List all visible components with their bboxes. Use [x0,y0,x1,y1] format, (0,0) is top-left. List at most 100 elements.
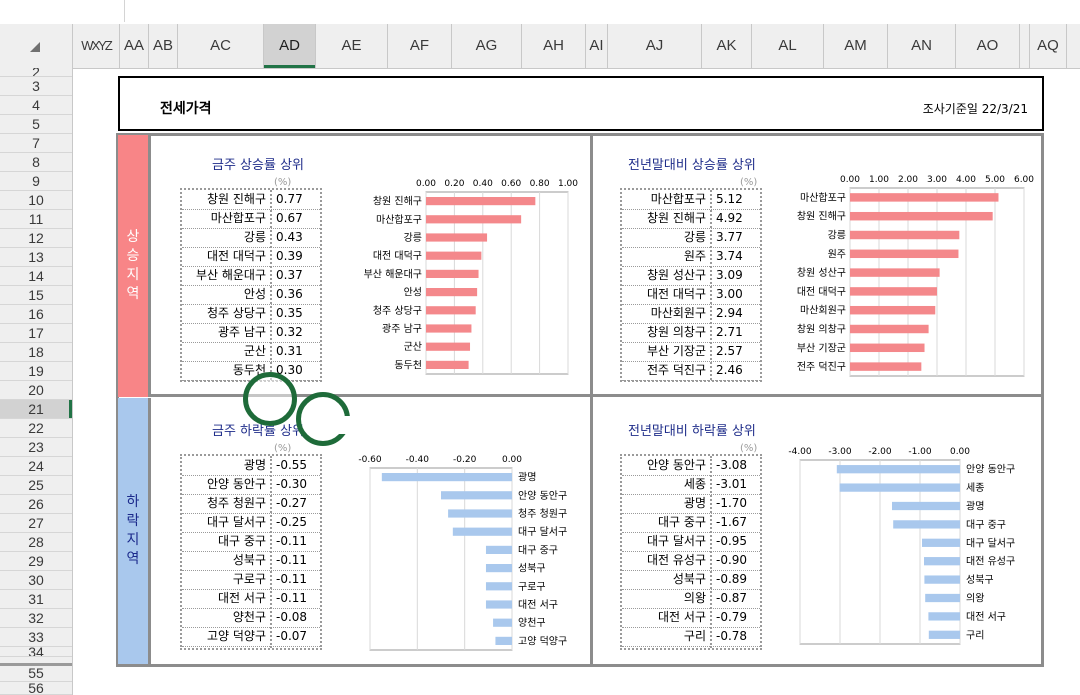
unit-label: (%) [274,177,292,188]
region-name: 구로구 [232,572,266,586]
row-header-14[interactable]: 14 [0,267,72,286]
row-header-11[interactable]: 11 [0,210,72,229]
row-header-5[interactable]: 5 [0,115,72,134]
change-rate: -0.55 [276,458,308,472]
table-row: 청주 상당구 0.35 [182,304,320,324]
category-label: 대전 유성구 [966,556,1015,568]
region-name: 고양 덕양구 [206,629,266,643]
row-header-25[interactable]: 25 [0,476,72,495]
unit-label: (%) [740,443,758,454]
weekly-up-chart-svg: 0.00 0.20 0.40 0.60 0.80 1.00 창원 진해구마산합포구강릉대전 … [364,179,578,375]
category-label: 대구 중구 [518,544,558,556]
row-header-20[interactable]: 20 [0,381,72,400]
row-header-26[interactable]: 26 [0,495,72,514]
column-header-ad[interactable]: AD [264,24,316,68]
change-rate: -0.30 [276,477,308,491]
row-header-56[interactable]: 56 [0,682,72,695]
row-header-9[interactable]: 9 [0,172,72,191]
bar [426,197,536,206]
column-header-ae[interactable]: AE [316,24,388,68]
row-header-8[interactable]: 8 [0,153,72,172]
select-all-button[interactable] [0,24,73,68]
bar [426,251,482,260]
column-header-wxyz[interactable]: WXYZ [73,24,120,68]
row-header-13[interactable]: 13 [0,248,72,267]
column-header-aj[interactable]: AJ [608,24,702,68]
change-rate: 0.35 [276,306,303,320]
table-row: 창원 성산구 3.09 [622,266,760,286]
column-header-ag[interactable]: AG [452,24,522,68]
row-header-3[interactable]: 3 [0,77,72,96]
column-header-al[interactable]: AL [752,24,824,68]
change-rate: 0.31 [276,344,303,358]
row-header-23[interactable]: 23 [0,438,72,457]
row-header-2[interactable]: 2 [0,68,72,77]
row-header-31[interactable]: 31 [0,590,72,609]
row-header-18[interactable]: 18 [0,343,72,362]
region-name: 구리 [683,629,706,643]
change-rate: 2.46 [716,363,743,377]
row-header-55[interactable]: 55 [0,665,72,682]
column-header-bar: WXYZ AA AB AC AD AE AF AG AH AI AJ AK AL AM AN AO AQ [0,24,1080,69]
weekly-up-title: 금주 상승률 상위 [212,158,304,173]
category-label: 대구 중구 [966,519,1006,531]
tick-label: -0.60 [358,455,382,465]
column-header-am[interactable]: AM [824,24,888,68]
tick-label: 0.00 [416,179,436,189]
table-row: 강릉 3.77 [622,228,760,248]
region-name: 안양 동안구 [206,477,266,491]
column-header-ai[interactable]: AI [586,24,608,68]
column-header-af[interactable]: AF [388,24,452,68]
row-header-15[interactable]: 15 [0,286,72,305]
weekly-up-chart: 0.00 0.20 0.40 0.60 0.80 1.00 창원 진해구 마산합포구 강릉 대전 … [340,176,585,376]
category-label: 부산 기장군 [797,342,846,354]
column-header-aa[interactable]: AA [120,24,149,68]
table-column-divider [710,456,712,648]
bar [922,538,960,547]
column-header-ap[interactable] [1020,24,1030,68]
weekly-down-chart: -0.60 -0.40 -0.20 0.00 광명 안양 동안구 청주 청원구 대구 달서구 대… [340,450,590,655]
table-row: 마산합포구 5.12 [622,190,760,210]
bar [850,305,936,315]
unit-label: (%) [740,177,758,188]
row-header-17[interactable]: 17 [0,324,72,343]
bar [485,600,512,609]
row-header-16[interactable]: 16 [0,305,72,324]
bar [850,362,922,371]
row-header-24[interactable]: 24 [0,457,72,476]
column-header-an[interactable]: AN [888,24,956,68]
ytd-down-table: 안양 동안구 -3.08 세종 -3.01 광명 -1.70 대구 중구 -1.67 대구 달서… [620,454,762,650]
column-header-aq[interactable]: AQ [1030,24,1067,68]
row-header-21[interactable]: 21 [0,400,72,419]
row-header-30[interactable]: 30 [0,571,72,590]
row-header-34[interactable]: 34 [0,647,72,657]
change-rate: 3.77 [716,230,743,244]
column-header-ao[interactable]: AO [956,24,1020,68]
bar [850,343,925,353]
table-row: 원주 3.74 [622,247,760,267]
row-header-33[interactable]: 33 [0,628,72,647]
row-header-32[interactable]: 32 [0,609,72,628]
column-header-ab[interactable]: AB [149,24,178,68]
sheet-grid[interactable] [73,69,1080,695]
table-row: 광명 -0.55 [182,456,320,476]
column-header-ak[interactable]: AK [702,24,752,68]
row-header-27[interactable]: 27 [0,514,72,533]
change-rate: -3.01 [716,477,748,491]
bar [448,509,512,518]
formula-bar[interactable] [0,0,1080,25]
category-label: 대전 서구 [966,611,1006,623]
row-header-7[interactable]: 7 [0,134,72,153]
column-header-ac[interactable]: AC [178,24,264,68]
bar [485,564,512,573]
row-header-22[interactable]: 22 [0,419,72,438]
row-header-12[interactable]: 12 [0,229,72,248]
row-header-4[interactable]: 4 [0,96,72,115]
table-row: 창원 진해구 0.77 [182,190,320,210]
row-header-10[interactable]: 10 [0,191,72,210]
row-header-28[interactable]: 28 [0,533,72,552]
row-header-19[interactable]: 19 [0,362,72,381]
row-header-29[interactable]: 29 [0,552,72,571]
column-header-ah[interactable]: AH [522,24,586,68]
